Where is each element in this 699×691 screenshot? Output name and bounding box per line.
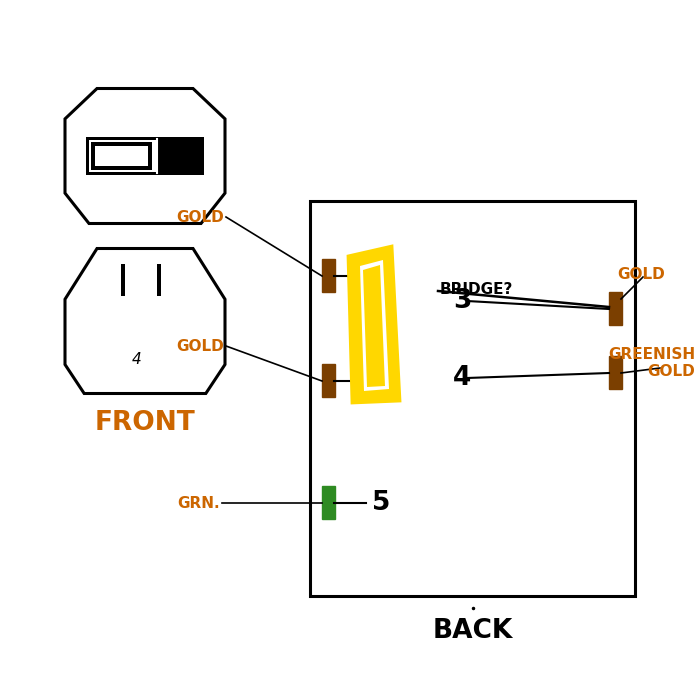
Bar [609, 292, 622, 325]
Text: OFF: OFF [170, 149, 191, 162]
Text: GOLD: GOLD [617, 267, 665, 281]
Bar [609, 356, 622, 389]
Text: 4: 4 [453, 365, 471, 391]
Bar [89, 140, 157, 172]
Text: BRIDGE?: BRIDGE? [440, 281, 513, 296]
Bar [86, 137, 204, 175]
Text: 3: 3 [453, 288, 471, 314]
Bar [157, 264, 161, 296]
Text: FRONT: FRONT [94, 410, 196, 436]
Bar [91, 142, 152, 170]
Text: GRN.: GRN. [178, 495, 220, 511]
Bar [322, 364, 335, 397]
Bar [95, 146, 147, 166]
Text: BACK: BACK [433, 618, 512, 644]
Text: 4: 4 [132, 352, 142, 366]
Bar [121, 264, 125, 296]
Text: GOLD: GOLD [176, 209, 224, 225]
Text: GOLD: GOLD [176, 339, 224, 354]
Text: GREENISH
GOLD: GREENISH GOLD [608, 347, 695, 379]
Polygon shape [363, 265, 385, 387]
Text: 2: 2 [372, 368, 390, 394]
Bar [322, 486, 335, 519]
Bar [322, 259, 335, 292]
Bar [310, 201, 635, 596]
Polygon shape [360, 260, 389, 391]
Text: 5: 5 [372, 490, 390, 516]
Polygon shape [348, 246, 400, 403]
Text: 1: 1 [372, 263, 391, 289]
